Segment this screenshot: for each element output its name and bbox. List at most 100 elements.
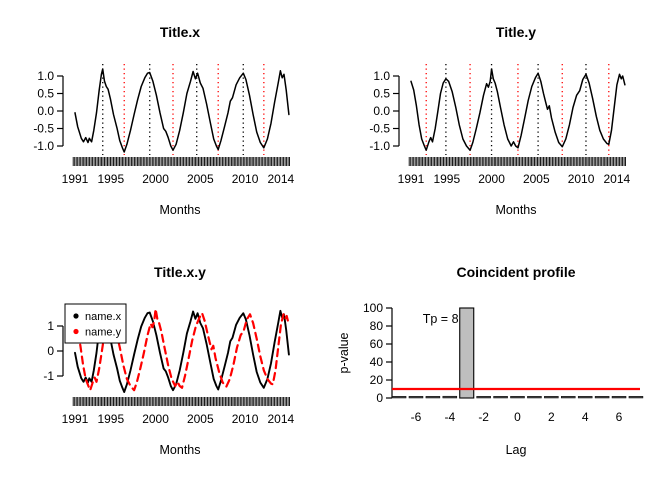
- pvalue-bar-lag--5: [425, 396, 441, 399]
- x-tick-label: 1995: [97, 172, 124, 186]
- x-tick-label: -4: [444, 410, 455, 424]
- legend-label-name.x: name.x: [85, 311, 122, 323]
- pvalue-bar-lag-3: [561, 396, 576, 399]
- y-tick-label: 40: [370, 355, 384, 369]
- y-axis: 1.0 0.5 0.0 -0.5 -1.0: [369, 69, 400, 153]
- pvalue-bar-lag-7: [628, 396, 644, 399]
- x-tick-label: 2010: [568, 172, 595, 186]
- y-axis: 0 20 40 60 80 100: [363, 301, 393, 405]
- x-tick-label: 2010: [232, 172, 259, 186]
- chart-title: Coincident profile: [456, 264, 576, 280]
- legend-marker-name.y: [73, 328, 79, 335]
- x-tick-label: 1991: [62, 412, 89, 426]
- x-tick-label: 4: [582, 410, 589, 424]
- x-tick-label: 6: [616, 410, 623, 424]
- bars: [391, 307, 644, 399]
- series-group: [410, 68, 626, 151]
- x-tick-label: 2014: [267, 412, 294, 426]
- tp-annotation: Tp = 8: [423, 312, 459, 326]
- series-line-x: [74, 68, 290, 153]
- x-axis: -6 -4 -2 0 2 4 6: [411, 410, 623, 424]
- reference-vlines: [102, 64, 265, 155]
- x-tick-label: 0: [514, 410, 521, 424]
- reference-vlines: [425, 64, 610, 155]
- chart-canvas-title-x: 1.0 0.5 0.0 -0.5 -1.0 1991 1995 2000 2005 2010 201…: [33, 64, 295, 186]
- series-line-y: [410, 68, 626, 151]
- pvalue-bar-lag--2: [476, 396, 491, 399]
- x-axis-label: Lag: [505, 443, 527, 457]
- x-tick-label: 2005: [187, 172, 214, 186]
- x-axis: 1991 1995 2000 2005 2010 2014: [398, 172, 631, 186]
- y-tick-label: -1.0: [369, 139, 390, 153]
- chart-title: Title.y: [495, 24, 537, 40]
- panel-title-x: 1.0 0.5 0.0 -0.5 -1.0 1991 1995 2000 2005 2010 201…: [0, 0, 336, 240]
- y-tick-label: 0.0: [37, 104, 54, 118]
- month-rug: [408, 157, 626, 166]
- series-group: [74, 68, 290, 153]
- x-axis-label: Months: [159, 203, 201, 217]
- y-tick-label: 0.5: [373, 87, 390, 101]
- x-tick-label: 2000: [478, 172, 505, 186]
- pvalue-bar-lag--7: [391, 396, 407, 399]
- y-axis-label: p-value: [337, 332, 351, 374]
- x-tick-label: 1991: [62, 172, 89, 186]
- x-tick-label: 2000: [142, 412, 169, 426]
- panel-title-x-y: 1 0 -1 1991 1995 2000 2005 2010 2014 name.x name.y…: [0, 240, 336, 480]
- y-axis: 1.0 0.5 0.0 -0.5 -1.0: [33, 69, 64, 153]
- chart-canvas-coincident-profile: 0 20 40 60 80 100 Tp = 8 -6 -4 -2 0 2 4 6: [363, 301, 644, 424]
- x-tick-label: 2014: [603, 172, 630, 186]
- y-tick-label: 1.0: [373, 69, 390, 83]
- y-tick-label: -0.5: [369, 122, 390, 136]
- pvalue-bar-lag--1: [493, 396, 508, 399]
- y-tick-label: -1: [43, 369, 54, 383]
- y-tick-label: 0: [47, 344, 54, 358]
- y-tick-label: 1: [47, 319, 54, 333]
- y-tick-label: 80: [370, 319, 384, 333]
- x-tick-label: 2005: [523, 172, 550, 186]
- x-tick-label: -6: [411, 410, 422, 424]
- x-tick-label: -2: [478, 410, 489, 424]
- legend-marker-name.x: [73, 313, 79, 319]
- chart-title: Title.x.y: [154, 264, 206, 280]
- pvalue-bar-lag-1: [527, 396, 542, 399]
- x-tick-label: 2010: [232, 412, 259, 426]
- x-tick-label: 1995: [433, 172, 460, 186]
- month-rug: [72, 157, 290, 166]
- x-axis: 1991 1995 2000 2005 2010 2014: [62, 172, 295, 186]
- y-tick-label: -1.0: [33, 139, 54, 153]
- y-tick-label: 0.0: [373, 104, 390, 118]
- pvalue-bar-lag-2: [544, 396, 559, 399]
- x-tick-label: 1991: [398, 172, 425, 186]
- chart-canvas-title-x-y: 1 0 -1 1991 1995 2000 2005 2010 2014 name.x name.y: [43, 303, 295, 426]
- y-tick-label: 60: [370, 337, 384, 351]
- legend: name.x name.y: [64, 303, 127, 344]
- legend-box: [64, 303, 127, 344]
- pvalue-bar-lag--3: [459, 307, 475, 399]
- x-axis: 1991 1995 2000 2005 2010 2014: [62, 412, 295, 426]
- x-axis-label: Months: [495, 203, 537, 217]
- y-tick-label: 20: [370, 373, 384, 387]
- y-tick-label: 0.5: [37, 87, 54, 101]
- x-tick-label: 2014: [267, 172, 294, 186]
- y-tick-label: 100: [363, 301, 383, 315]
- x-tick-label: 2000: [142, 172, 169, 186]
- x-tick-label: 1995: [97, 412, 124, 426]
- y-tick-label: 0: [376, 391, 383, 405]
- chart-title: Title.x: [159, 24, 201, 40]
- y-axis: 1 0 -1: [43, 319, 64, 383]
- y-tick-label: -0.5: [33, 122, 54, 136]
- x-tick-label: 2: [548, 410, 555, 424]
- pvalue-bar-lag-5: [594, 396, 610, 399]
- pvalue-bar-lag-6: [611, 396, 627, 399]
- chart-canvas-title-y: 1.0 0.5 0.0 -0.5 -1.0 1991 1995 2000 2005 2010 201…: [369, 64, 631, 186]
- panel-coincident-profile: 0 20 40 60 80 100 Tp = 8 -6 -4 -2 0 2 4 6 Coincident …: [336, 240, 672, 480]
- y-tick-label: 1.0: [37, 69, 54, 83]
- month-rug: [72, 397, 290, 406]
- pvalue-bar-lag--4: [442, 395, 458, 399]
- pvalue-bar-lag--6: [408, 396, 424, 399]
- pvalue-bar-lag-0: [510, 396, 525, 399]
- panel-title-y: 1.0 0.5 0.0 -0.5 -1.0 1991 1995 2000 2005 2010 201…: [336, 0, 672, 240]
- x-tick-label: 2005: [187, 412, 214, 426]
- x-axis-label: Months: [159, 443, 201, 457]
